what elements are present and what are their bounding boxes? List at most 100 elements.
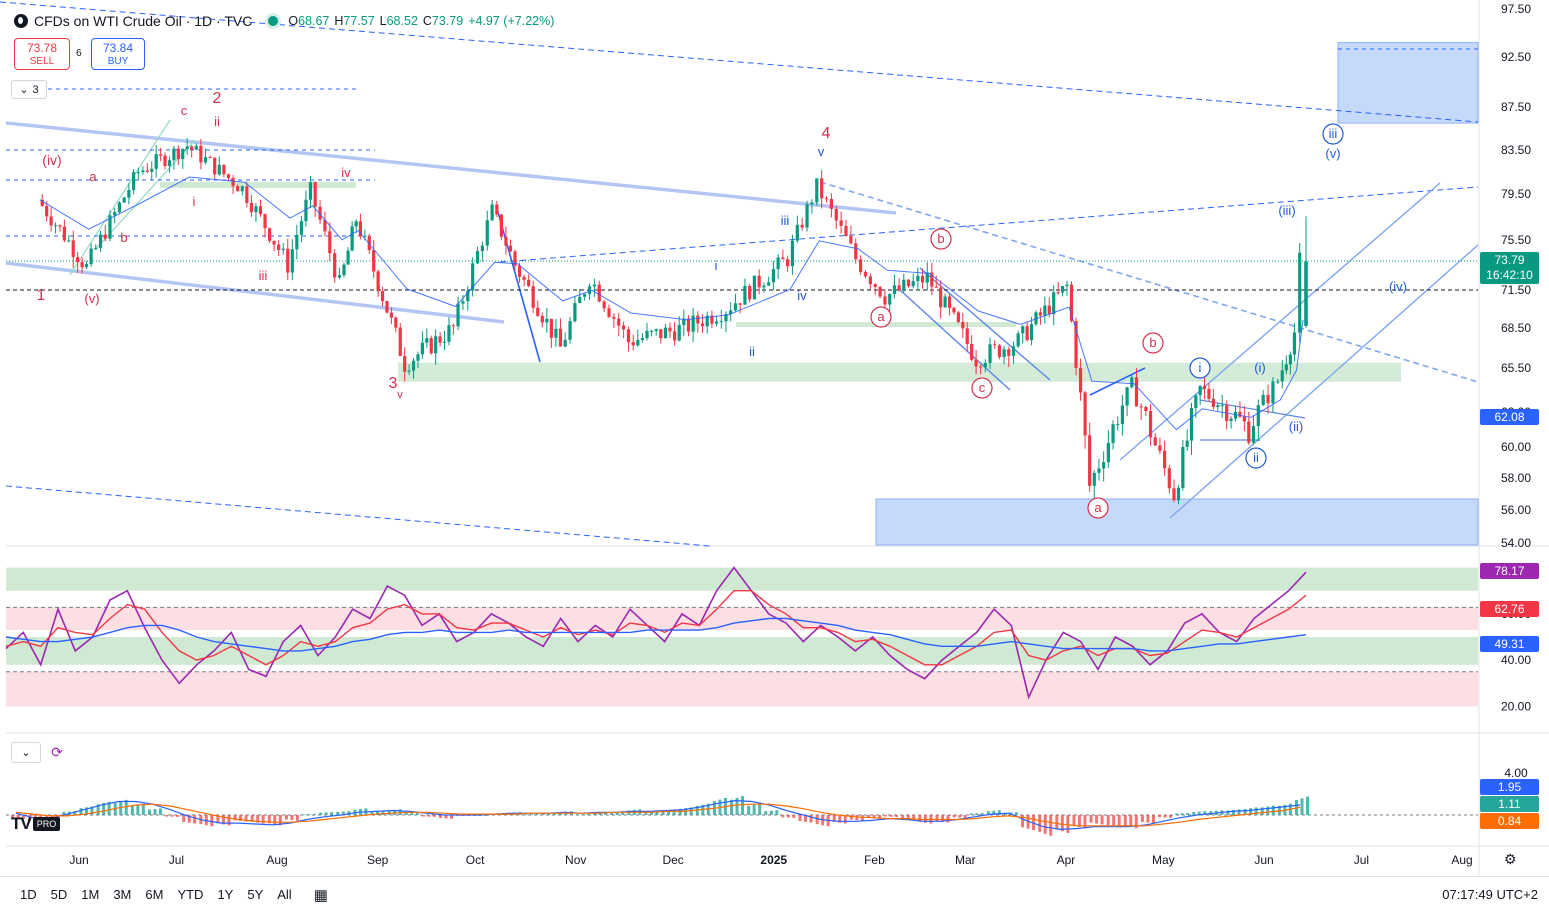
wave-label: ii [214,114,220,129]
candle-body [686,318,691,332]
range-1m[interactable]: 1M [81,887,100,902]
range-1y[interactable]: 1Y [217,887,234,902]
range-5d[interactable]: 5D [50,887,68,902]
candle-body [757,275,761,288]
candle-body [654,329,658,331]
wave-label: 1 [37,287,46,304]
candle-body [1038,312,1043,316]
buy-button[interactable]: 73.84 BUY [91,38,145,70]
candle-body [438,336,442,343]
candle-body [416,354,420,361]
candle-body [240,186,244,192]
candle-body [947,296,952,308]
macd-hist-bar [261,815,265,824]
sell-price: 73.78 [26,41,58,55]
candle-body [1043,305,1047,316]
macd-hist-bar [535,814,539,816]
candle-body [1172,488,1176,501]
macd-hist-bar [884,815,888,817]
impulse-line [495,204,541,363]
level-price-tag: 62.08 [1480,409,1539,425]
uptrend-lower [1169,244,1479,519]
candle-body [859,259,863,273]
candle-body [176,148,180,160]
macd-hist-bar [1043,815,1047,834]
macd-hist-bar [804,815,808,822]
candle-body [1116,424,1120,426]
indicators-toggle-button[interactable]: ⌄ 3 [11,80,47,99]
macd-hist-bar [1066,815,1070,833]
candle-body [263,214,267,229]
candle-body [824,198,829,200]
macd-hist-bar [1180,813,1184,815]
range-1d[interactable]: 1D [20,887,37,902]
candle-body [1002,349,1006,358]
pane-collapse-button[interactable]: ⌄ [11,742,41,763]
wave-label: (iv) [42,152,61,168]
candle-body [993,344,997,346]
range-6m[interactable]: 6M [145,887,164,902]
range-3m[interactable]: 3M [113,887,132,902]
macd-hist-bar [1140,815,1144,822]
sell-button[interactable]: 73.78 SELL [14,38,70,70]
time-tick-label: Sep [367,853,389,867]
candle-body [1176,487,1181,501]
wave-label-circle [971,377,993,399]
range-5y[interactable]: 5Y [247,887,264,902]
symbol-title[interactable]: CFDs on WTI Crude Oil · 1D · TVC [34,13,253,29]
price-tick-label: 56.00 [1501,503,1531,517]
candle-body [367,235,371,251]
candle-body [98,234,103,248]
ohlc-low: L68.52 [379,14,418,28]
support-zone [398,362,1401,382]
candle-body [385,301,389,313]
macd-hist-bar [741,796,745,815]
candle-body [1229,418,1233,422]
macd-hist-bar [1146,815,1150,823]
macd-hist-bar [16,815,20,819]
candle-body [612,316,616,319]
candle-body [1153,437,1157,446]
calendar-icon[interactable]: ▦ [313,886,328,904]
pro-badge: PRO [32,817,61,831]
clock-display[interactable]: 07:17:49 UTC+2 [1442,887,1538,902]
candle-body [868,276,872,285]
wave-label: i [1199,360,1202,375]
candle-body [527,279,531,287]
candle-body [1256,405,1260,427]
macd-hist-bar [980,813,984,815]
macd-hist-bar [1163,815,1167,818]
candle-body [1102,462,1106,469]
candle-body [108,215,112,239]
candle-body [522,276,526,280]
price-tick-label: 65.50 [1501,361,1531,375]
wave-label: ii [1253,450,1259,465]
range-all[interactable]: All [277,887,292,902]
candle-body [337,275,342,278]
candle-body [1238,411,1242,417]
candle-body [53,225,58,227]
candle-body [983,362,987,368]
wedge-line [1089,367,1146,396]
price-tick-label: 75.50 [1501,233,1531,247]
rsi-smooth-tag: 49.31 [1480,636,1539,652]
candle-body [650,330,654,332]
tradingview-logo[interactable]: TV PRO [11,814,61,833]
macd-hist-bar [552,813,556,815]
range-ytd[interactable]: YTD [177,887,204,902]
ohlc-high: H77.57 [334,14,375,28]
candle-body [58,225,62,227]
channel-lower [5,261,505,324]
wave-label: (iv) [1389,279,1407,294]
candle-body [49,216,53,226]
settings-gear-icon[interactable]: ⚙ [1504,851,1517,867]
candle-body [136,172,140,174]
wave-label: iv [797,288,807,303]
time-tick-label: Apr [1057,853,1076,867]
refresh-icon[interactable]: ⟳ [51,743,63,760]
macd-hist-bar [273,815,277,825]
candle-body [659,329,663,339]
macd-hist-bar [187,815,191,823]
macd-hist-bar [165,815,169,817]
